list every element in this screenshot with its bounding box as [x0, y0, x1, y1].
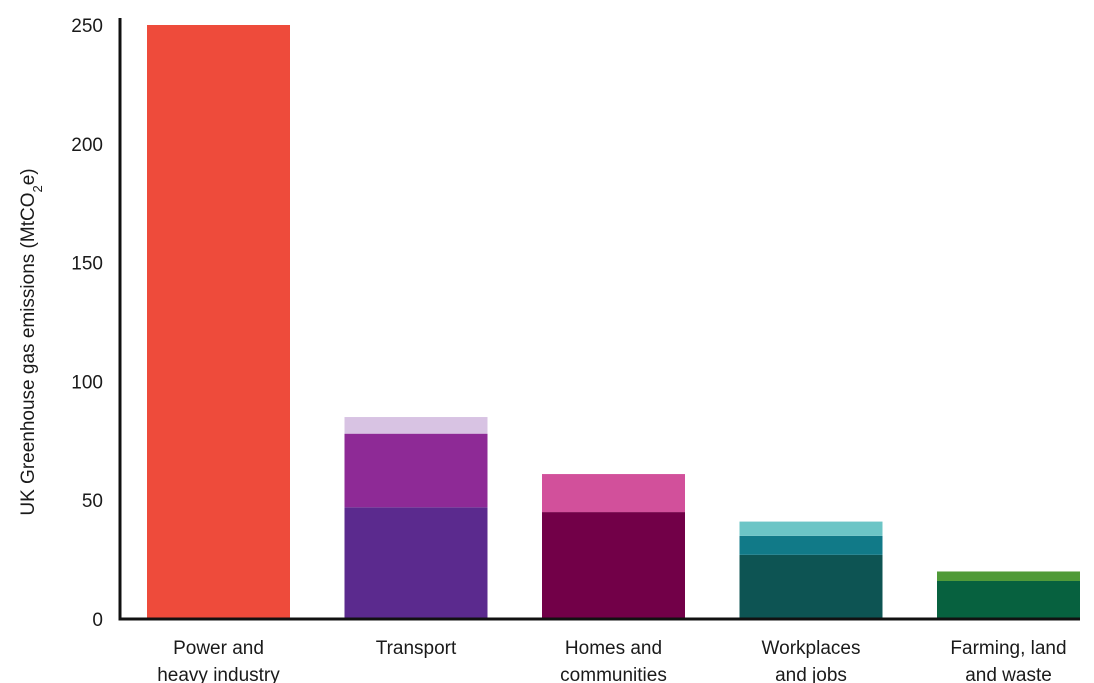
x-category-label: Farming, land — [950, 638, 1066, 659]
x-category-label: Transport — [376, 638, 457, 659]
y-tick-label: 100 — [71, 372, 103, 393]
y-axis-title: UK Greenhouse gas emissions (MtCO2e) — [18, 168, 45, 515]
y-axis-title-subscript: 2 — [30, 185, 45, 192]
bar-segment — [937, 571, 1080, 581]
x-category-label: communities — [560, 665, 667, 683]
y-axis-title-end: e) — [18, 168, 39, 185]
category-labels: Power and heavy industry Transport Homes an… — [157, 638, 1066, 683]
bar-segment — [344, 433, 488, 508]
bars — [147, 25, 1080, 619]
bar-segment — [937, 580, 1080, 619]
bar-segment — [542, 512, 685, 619]
y-tick-label: 250 — [71, 16, 103, 37]
bar-segment — [147, 25, 290, 619]
x-category-label: Workplaces — [762, 638, 861, 659]
x-category-label: and jobs — [775, 665, 847, 683]
bar-segment — [739, 521, 883, 536]
x-category-label: and waste — [965, 665, 1052, 683]
y-tick-label: 150 — [71, 254, 103, 275]
x-category-label: Homes and — [565, 638, 662, 659]
y-axis-title-main: UK Greenhouse gas emissions (MtCO — [18, 193, 39, 516]
bar-segment — [344, 417, 488, 434]
x-category-label: heavy industry — [157, 665, 280, 683]
x-category-label: Power and — [173, 638, 264, 659]
y-axis-ticks: 0 50 100 150 200 250 — [71, 16, 103, 631]
bar-segment — [739, 535, 883, 555]
y-tick-label: 0 — [92, 610, 103, 631]
y-tick-label: 200 — [71, 135, 103, 156]
bar-segment — [344, 507, 488, 619]
bar-segment — [542, 474, 685, 513]
y-tick-label: 50 — [82, 491, 103, 512]
bar-segment — [739, 554, 883, 619]
